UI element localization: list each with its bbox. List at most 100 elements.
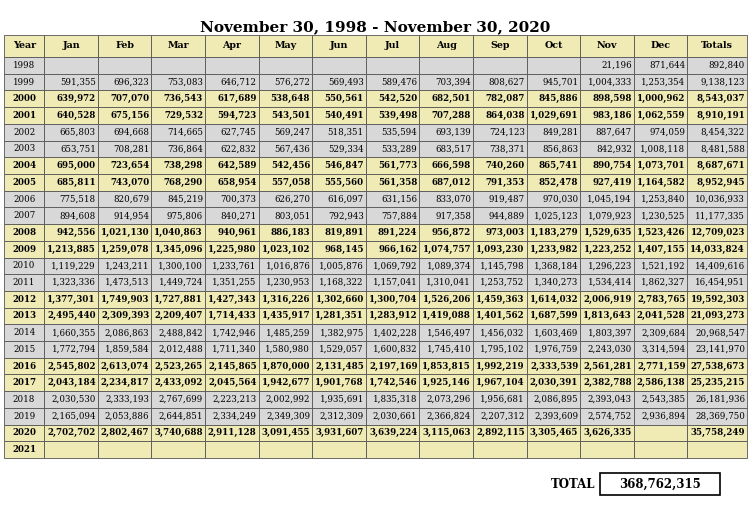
Text: 11,177,335: 11,177,335 — [695, 211, 745, 220]
Bar — [4, 291, 44, 308]
Text: 2,561,281: 2,561,281 — [584, 362, 632, 370]
Bar — [473, 57, 526, 74]
Bar — [152, 191, 205, 207]
Text: November 30, 1998 - November 30, 2020: November 30, 1998 - November 30, 2020 — [201, 20, 550, 34]
Bar — [44, 341, 98, 358]
Bar — [473, 241, 526, 258]
Text: 642,589: 642,589 — [217, 161, 257, 170]
Text: 1,529,057: 1,529,057 — [319, 345, 363, 354]
Text: 974,059: 974,059 — [650, 128, 686, 136]
Bar — [258, 107, 312, 124]
Text: 845,886: 845,886 — [538, 94, 578, 103]
Text: 2,207,312: 2,207,312 — [480, 412, 525, 421]
Text: 1,045,194: 1,045,194 — [587, 194, 632, 204]
Text: 871,644: 871,644 — [650, 61, 686, 70]
Text: 675,156: 675,156 — [110, 111, 149, 120]
Bar — [44, 107, 98, 124]
Text: 3,740,688: 3,740,688 — [155, 428, 203, 438]
Text: 695,000: 695,000 — [56, 161, 96, 170]
Bar — [634, 358, 687, 374]
Text: 740,260: 740,260 — [485, 161, 525, 170]
Text: 631,156: 631,156 — [382, 194, 418, 204]
Bar — [419, 191, 473, 207]
Text: 849,281: 849,281 — [542, 128, 578, 136]
Bar — [312, 308, 366, 324]
Bar — [634, 425, 687, 441]
Text: 26,181,936: 26,181,936 — [695, 395, 745, 404]
Text: 1,529,635: 1,529,635 — [584, 228, 632, 237]
Bar — [419, 35, 473, 57]
Bar — [312, 224, 366, 241]
Bar — [4, 191, 44, 207]
Text: 2014: 2014 — [13, 328, 35, 337]
Text: 1,323,336: 1,323,336 — [52, 278, 96, 287]
Text: 791,353: 791,353 — [485, 178, 525, 187]
Text: 1,660,355: 1,660,355 — [51, 328, 96, 337]
Text: 2,086,863: 2,086,863 — [105, 328, 149, 337]
Text: 27,538,673: 27,538,673 — [691, 362, 745, 370]
Bar — [205, 408, 258, 425]
Bar — [4, 241, 44, 258]
Bar — [526, 107, 581, 124]
Text: 942,556: 942,556 — [56, 228, 96, 237]
Bar — [366, 374, 419, 391]
Text: 2,574,752: 2,574,752 — [587, 412, 632, 421]
Bar — [312, 291, 366, 308]
Bar — [581, 57, 634, 74]
Text: 914,954: 914,954 — [113, 211, 149, 220]
Bar — [526, 425, 581, 441]
Text: 3,115,063: 3,115,063 — [423, 428, 471, 438]
Bar — [473, 141, 526, 157]
Text: Nov: Nov — [597, 42, 617, 50]
Text: 970,030: 970,030 — [542, 194, 578, 204]
Text: 944,889: 944,889 — [488, 211, 525, 220]
Bar — [687, 408, 747, 425]
Text: 865,741: 865,741 — [538, 161, 578, 170]
Text: 707,288: 707,288 — [432, 111, 471, 120]
Text: 1,223,252: 1,223,252 — [584, 245, 632, 253]
Bar — [258, 141, 312, 157]
Text: 2,012,488: 2,012,488 — [158, 345, 203, 354]
Text: 1,145,798: 1,145,798 — [480, 261, 525, 270]
Text: 683,517: 683,517 — [435, 144, 471, 153]
Text: 1,473,513: 1,473,513 — [105, 278, 149, 287]
Bar — [44, 274, 98, 291]
Bar — [4, 74, 44, 90]
Text: 1,546,497: 1,546,497 — [427, 328, 471, 337]
Bar — [366, 341, 419, 358]
Bar — [687, 74, 747, 90]
Bar — [98, 90, 152, 107]
Bar — [634, 90, 687, 107]
Bar — [419, 291, 473, 308]
Text: 945,701: 945,701 — [542, 77, 578, 87]
Text: 1,168,322: 1,168,322 — [319, 278, 363, 287]
Text: 2,771,159: 2,771,159 — [637, 362, 686, 370]
Bar — [526, 191, 581, 207]
Bar — [258, 258, 312, 274]
Text: Sep: Sep — [490, 42, 510, 50]
Text: 864,038: 864,038 — [485, 111, 525, 120]
Bar — [4, 157, 44, 174]
Text: 21,196: 21,196 — [602, 61, 632, 70]
Bar — [152, 308, 205, 324]
Bar — [98, 191, 152, 207]
Bar — [634, 374, 687, 391]
Text: 2,073,296: 2,073,296 — [427, 395, 471, 404]
Text: 555,560: 555,560 — [324, 178, 363, 187]
Text: 738,298: 738,298 — [164, 161, 203, 170]
Text: 1,419,088: 1,419,088 — [422, 311, 471, 321]
Bar — [312, 374, 366, 391]
Text: 666,598: 666,598 — [432, 161, 471, 170]
Text: 653,751: 653,751 — [60, 144, 96, 153]
Text: 2,243,030: 2,243,030 — [587, 345, 632, 354]
Bar — [366, 274, 419, 291]
Bar — [526, 141, 581, 157]
Text: 694,668: 694,668 — [113, 128, 149, 136]
Text: 1,351,255: 1,351,255 — [213, 278, 257, 287]
Bar — [4, 107, 44, 124]
Text: 2,197,169: 2,197,169 — [369, 362, 418, 370]
Bar — [419, 358, 473, 374]
Bar — [687, 174, 747, 191]
Text: 1,062,559: 1,062,559 — [637, 111, 686, 120]
Bar — [44, 207, 98, 224]
